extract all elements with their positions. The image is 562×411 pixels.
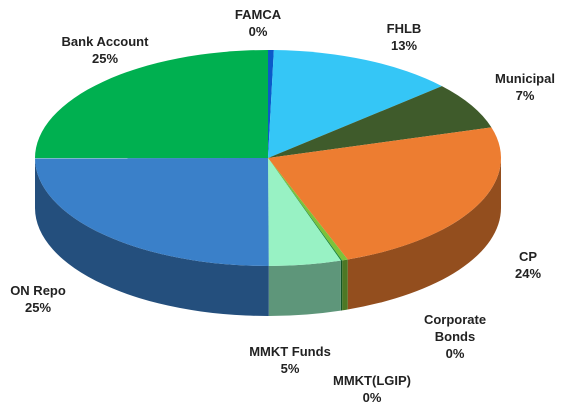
slice-side: [268, 260, 341, 316]
slice: [35, 50, 269, 159]
slice: [35, 158, 269, 266]
slice: [268, 50, 442, 158]
slice-name: FHLB: [386, 21, 422, 36]
slice: [268, 158, 341, 266]
slice: [268, 127, 502, 260]
slice-label: CP 24%: [498, 248, 558, 282]
slice-label: Corporate Bonds 0%: [415, 311, 495, 362]
slice-label: FAMCA 0%: [218, 6, 298, 40]
slice-side: [35, 158, 269, 316]
slice: [268, 158, 348, 261]
slice: [268, 158, 343, 261]
slice-name: CP: [518, 249, 538, 264]
slice-value: 0%: [445, 346, 465, 361]
slice-value: 24%: [514, 266, 542, 281]
slice-label: Municipal 7%: [480, 70, 562, 104]
slice-name: FAMCA: [234, 7, 282, 22]
slice-value: 25%: [91, 51, 119, 66]
slice-label: ON Repo 25%: [0, 282, 78, 316]
slice-label: Bank Account 25%: [45, 33, 165, 67]
slice-name: Bank Account: [61, 34, 149, 49]
slice-label: MMKT(LGIP) 0%: [317, 372, 427, 406]
slice-name: ON Repo: [10, 283, 66, 298]
slice: [268, 50, 274, 158]
slice-label: MMKT Funds 5%: [235, 343, 345, 377]
slice-value: 25%: [24, 300, 52, 315]
slice-side: [342, 259, 348, 311]
slice-value: 13%: [390, 38, 418, 53]
slice-value: 5%: [280, 361, 300, 376]
slice-label: FHLB 13%: [364, 20, 444, 54]
slice-name: MMKT(LGIP): [333, 373, 411, 388]
slice: [268, 86, 492, 158]
slice-name: MMKT Funds: [249, 344, 331, 359]
slice-value: 0%: [362, 390, 382, 405]
slice-value: 0%: [248, 24, 268, 39]
slice-name: Corporate Bonds: [423, 312, 487, 344]
slice-side: [340, 260, 343, 311]
slice-side: [347, 158, 501, 310]
slice-name: Municipal: [495, 71, 555, 86]
slice-value: 7%: [515, 88, 535, 103]
